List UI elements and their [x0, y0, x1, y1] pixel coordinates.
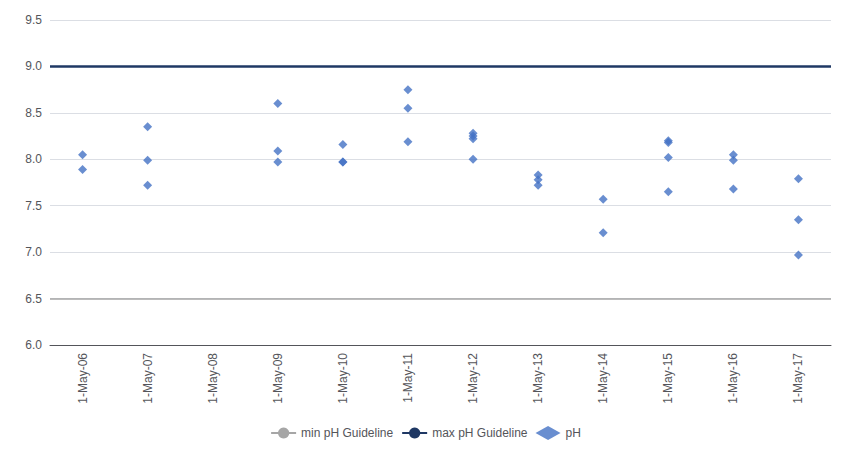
svg-text:1-May-14: 1-May-14	[596, 353, 610, 404]
svg-text:1-May-17: 1-May-17	[791, 353, 805, 404]
svg-text:1-May-12: 1-May-12	[466, 353, 480, 404]
svg-text:max pH Guideline: max pH Guideline	[432, 426, 528, 440]
svg-text:6.0: 6.0	[25, 338, 42, 352]
svg-text:1-May-06: 1-May-06	[76, 353, 90, 404]
svg-text:1-May-09: 1-May-09	[271, 353, 285, 404]
svg-text:7.0: 7.0	[25, 245, 42, 259]
svg-text:7.5: 7.5	[25, 199, 42, 213]
svg-text:9.5: 9.5	[25, 13, 42, 27]
svg-text:6.5: 6.5	[25, 292, 42, 306]
svg-text:1-May-08: 1-May-08	[206, 353, 220, 404]
svg-text:1-May-07: 1-May-07	[141, 353, 155, 404]
svg-text:pH: pH	[566, 426, 581, 440]
svg-text:1-May-10: 1-May-10	[336, 353, 350, 404]
svg-text:min pH Guideline: min pH Guideline	[301, 426, 393, 440]
svg-text:1-May-15: 1-May-15	[661, 353, 675, 404]
svg-text:8.0: 8.0	[25, 152, 42, 166]
svg-text:9.0: 9.0	[25, 59, 42, 73]
svg-text:1-May-16: 1-May-16	[726, 353, 740, 404]
svg-text:1-May-13: 1-May-13	[531, 353, 545, 404]
svg-text:1-May-11: 1-May-11	[401, 353, 415, 403]
svg-text:8.5: 8.5	[25, 106, 42, 120]
